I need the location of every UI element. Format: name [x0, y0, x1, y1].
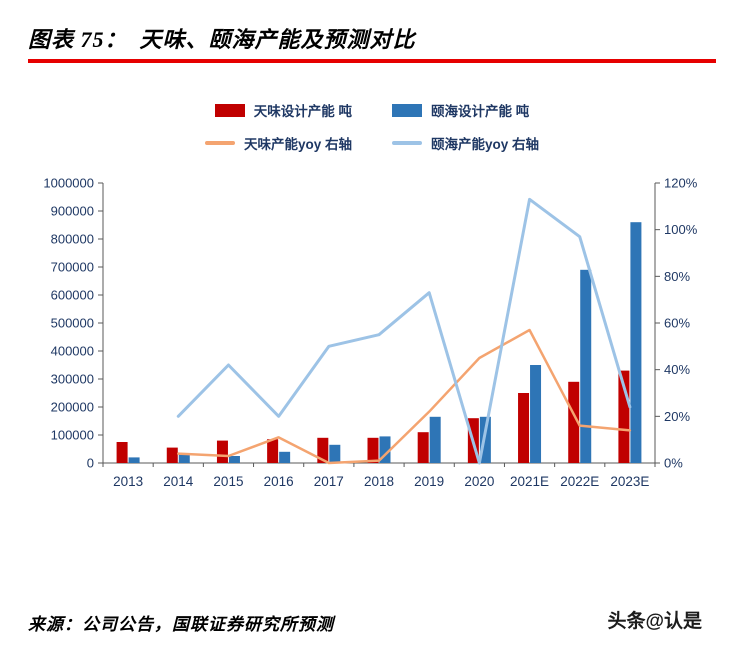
chart-legend: 天味设计产能 吨 颐海设计产能 吨 天味产能yoy 右轴 颐海产能yoy 右轴: [0, 100, 744, 153]
bar-series0-2016: [267, 439, 279, 463]
x-axis-label: 2022E: [560, 474, 599, 489]
yoy-line-series1: [176, 197, 632, 465]
bar-series1-2022E: [580, 269, 592, 463]
left-axis-label: 200000: [51, 400, 94, 415]
legend-label-yihai-bar: 颐海设计产能 吨: [431, 104, 530, 119]
bar-series1-2020: [479, 416, 491, 463]
left-axis-label: 400000: [51, 344, 94, 359]
x-axis-label: 2020: [464, 474, 494, 489]
x-axis-label: 2016: [264, 474, 294, 489]
x-axis-label: 2013: [113, 474, 143, 489]
source-note: 来源：公司公告，国联证券研究所预测: [28, 615, 334, 634]
right-axis-label: 60%: [664, 316, 690, 331]
right-axis-label: 40%: [664, 362, 690, 377]
bar-series0-2023E: [618, 370, 630, 463]
left-axis-label: 500000: [51, 316, 94, 331]
chart-title: 图表 75： 天味、颐海产能及预测对比: [28, 27, 416, 52]
legend-swatch-tianwei-bar: [214, 103, 245, 117]
left-axis-label: 300000: [51, 372, 94, 387]
legend-row-bars: 天味设计产能 吨 颐海设计产能 吨: [214, 100, 529, 120]
bar-series1-2013: [128, 457, 140, 463]
right-axis-label: 0%: [664, 456, 683, 471]
bar-series0-2013: [116, 442, 128, 463]
x-axis-label: 2019: [414, 474, 444, 489]
bar-series0-2022E: [568, 381, 580, 463]
left-axis-label: 100000: [51, 428, 94, 443]
left-axis-label: 600000: [51, 288, 94, 303]
bar-series1-2014: [178, 454, 190, 463]
x-axis-label: 2017: [314, 474, 344, 489]
left-axis-label: 800000: [51, 232, 94, 247]
legend-swatch-tianwei-yoy-line: [204, 141, 235, 145]
bar-series1-2018: [379, 436, 391, 463]
x-axis-label: 2018: [364, 474, 394, 489]
legend-item-yihai-yoy: 颐海产能yoy 右轴: [392, 133, 539, 153]
right-axis-label: 80%: [664, 269, 690, 284]
yoy-line-series0: [177, 328, 632, 465]
legend-swatch-yihai-yoy-line: [392, 141, 422, 145]
x-axis-label: 2023E: [610, 474, 649, 489]
bar-series0-2021E: [518, 393, 530, 463]
bar-series0-2019: [417, 432, 429, 463]
bar-series1-2016: [279, 451, 291, 463]
legend-swatch-yihai-bar: [392, 103, 422, 117]
bar-series1-2023E: [630, 222, 642, 463]
x-axis-label: 2014: [163, 474, 194, 489]
right-axis-label: 20%: [664, 409, 690, 424]
left-axis-label: 700000: [51, 260, 94, 275]
bar-series1-2019: [429, 416, 441, 463]
bar-series0-2018: [367, 437, 379, 463]
x-axis-label: 2021E: [510, 474, 549, 489]
left-axis-label: 0: [87, 456, 94, 471]
right-axis-label: 100%: [664, 222, 698, 237]
left-axis-label: 900000: [51, 204, 94, 219]
legend-label-tianwei-bar: 天味设计产能 吨: [253, 104, 352, 119]
legend-item-tianwei-bar: 天味设计产能 吨: [214, 100, 352, 120]
bar-series0-2017: [317, 437, 329, 463]
title-underline: [28, 59, 716, 63]
legend-row-lines: 天味产能yoy 右轴 颐海产能yoy 右轴: [204, 133, 539, 153]
x-axis-label: 2015: [213, 474, 243, 489]
left-axis-label: 1000000: [43, 176, 94, 191]
bar-series1-2017: [329, 444, 341, 463]
legend-label-tianwei-yoy: 天味产能yoy 右轴: [243, 137, 352, 152]
bar-series0-2014: [166, 447, 178, 463]
legend-item-tianwei-yoy: 天味产能yoy 右轴: [204, 133, 352, 153]
legend-item-yihai-bar: 颐海设计产能 吨: [392, 100, 529, 120]
bar-series0-2015: [216, 440, 228, 463]
legend-label-yihai-yoy: 颐海产能yoy 右轴: [431, 137, 540, 152]
bar-series1-2021E: [530, 365, 542, 463]
watermark: 头条@认是: [607, 611, 702, 632]
capacity-combo-chart: 0 100000 200000 300000 400000 500000 600000 700…: [43, 176, 698, 490]
right-axis-label: 120%: [664, 176, 698, 191]
bar-series1-2015: [228, 456, 240, 463]
